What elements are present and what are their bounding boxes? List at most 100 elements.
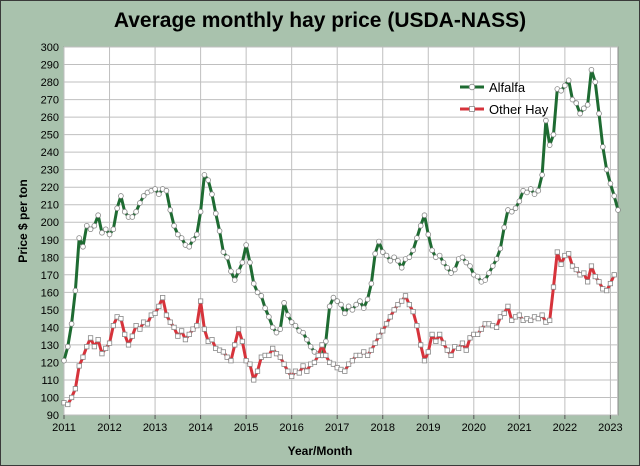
data-point-other-hay — [239, 338, 245, 345]
data-point-alfalfa — [330, 294, 337, 301]
data-point-alfalfa — [395, 257, 401, 264]
data-point-alfalfa — [611, 193, 618, 199]
data-point-other-hay — [425, 349, 431, 355]
data-point-other-hay — [182, 337, 189, 343]
data-point-other-hay — [547, 317, 553, 323]
data-point-alfalfa — [417, 222, 424, 229]
data-point-other-hay — [399, 298, 405, 304]
data-point-alfalfa — [129, 214, 136, 220]
data-point-alfalfa — [508, 208, 515, 215]
x-tick-label: 2022 — [553, 422, 577, 434]
data-point-other-hay — [243, 358, 249, 364]
data-point-other-hay — [406, 301, 412, 308]
data-point-alfalfa — [83, 222, 90, 229]
data-point-alfalfa — [341, 310, 348, 317]
data-point-other-hay — [558, 261, 564, 267]
y-tick-label: 140 — [41, 322, 59, 334]
data-point-other-hay — [167, 319, 173, 325]
data-point-alfalfa — [99, 229, 105, 236]
data-point-alfalfa — [383, 252, 390, 259]
data-point-other-hay — [467, 335, 473, 341]
data-point-other-hay — [421, 358, 428, 364]
data-point-alfalfa — [190, 236, 196, 243]
data-point-other-hay — [95, 337, 101, 343]
data-point-alfalfa — [277, 326, 284, 332]
data-point-other-hay — [315, 352, 321, 359]
data-point-other-hay — [144, 321, 151, 327]
data-point-alfalfa — [421, 212, 428, 219]
data-point-alfalfa — [205, 177, 211, 183]
data-point-other-hay — [228, 358, 234, 364]
data-point-other-hay — [611, 272, 617, 278]
data-point-other-hay — [137, 326, 143, 332]
y-tick-label: 290 — [41, 60, 59, 72]
data-point-alfalfa — [600, 144, 606, 150]
data-point-alfalfa — [474, 273, 481, 280]
data-point-alfalfa — [524, 189, 530, 196]
data-point-other-hay — [387, 314, 393, 320]
data-point-other-hay — [194, 323, 200, 329]
data-point-other-hay — [171, 324, 177, 330]
legend-marker-alfalfa — [468, 83, 476, 91]
data-point-other-hay — [99, 351, 105, 357]
data-point-alfalfa — [178, 235, 185, 241]
data-point-alfalfa — [482, 277, 488, 283]
data-point-alfalfa — [493, 256, 500, 262]
data-point-other-hay — [588, 263, 595, 269]
data-point-other-hay — [91, 344, 97, 350]
data-point-alfalfa — [197, 208, 204, 215]
plot-area — [63, 46, 619, 416]
y-tick-label: 90 — [47, 410, 59, 422]
data-point-other-hay — [497, 314, 503, 320]
data-point-alfalfa — [558, 88, 564, 94]
data-point-alfalfa — [410, 247, 416, 254]
data-point-alfalfa — [573, 100, 580, 106]
x-axis-label: Year/Month — [288, 444, 353, 458]
data-point-alfalfa — [588, 66, 595, 73]
data-point-other-hay — [528, 317, 534, 323]
data-point-other-hay — [179, 328, 185, 334]
data-point-other-hay — [163, 312, 170, 318]
y-tick-label: 270 — [41, 95, 59, 107]
y-tick-label: 210 — [41, 200, 59, 212]
data-point-other-hay — [475, 331, 481, 337]
data-point-other-hay — [304, 368, 310, 374]
data-point-alfalfa — [114, 205, 120, 212]
data-point-other-hay — [235, 326, 242, 332]
data-point-other-hay — [569, 263, 576, 269]
data-point-other-hay — [463, 347, 469, 353]
data-point-alfalfa — [406, 254, 413, 261]
data-point-alfalfa — [194, 231, 200, 238]
y-tick-label: 130 — [41, 340, 59, 352]
data-point-alfalfa — [425, 231, 432, 238]
data-point-alfalfa — [527, 186, 534, 192]
data-point-alfalfa — [607, 180, 614, 187]
data-point-alfalfa — [615, 207, 621, 213]
data-point-other-hay — [201, 326, 207, 332]
data-point-alfalfa — [512, 205, 519, 212]
y-tick-label: 240 — [41, 147, 59, 159]
data-point-alfalfa — [353, 301, 359, 308]
data-point-alfalfa — [486, 270, 492, 276]
data-point-other-hay — [254, 368, 261, 374]
data-point-other-hay — [110, 323, 116, 329]
data-point-alfalfa — [300, 329, 306, 336]
data-point-alfalfa — [250, 280, 257, 287]
data-point-alfalfa — [95, 212, 101, 219]
data-point-alfalfa — [163, 187, 170, 194]
y-tick-label: 250 — [41, 130, 59, 142]
data-point-alfalfa — [550, 131, 557, 138]
data-point-alfalfa — [68, 321, 75, 327]
data-point-alfalfa — [543, 117, 549, 124]
data-point-alfalfa — [459, 254, 466, 261]
data-point-alfalfa — [531, 191, 538, 198]
data-point-other-hay — [198, 298, 204, 304]
legend-item-alfalfa: Alfalfa — [460, 80, 526, 95]
legend: Alfalfa Other Hay — [460, 80, 549, 117]
data-point-alfalfa — [64, 343, 71, 350]
data-point-other-hay — [106, 340, 113, 346]
data-point-other-hay — [505, 303, 511, 309]
data-point-other-hay — [273, 351, 280, 357]
data-point-alfalfa — [584, 102, 591, 108]
